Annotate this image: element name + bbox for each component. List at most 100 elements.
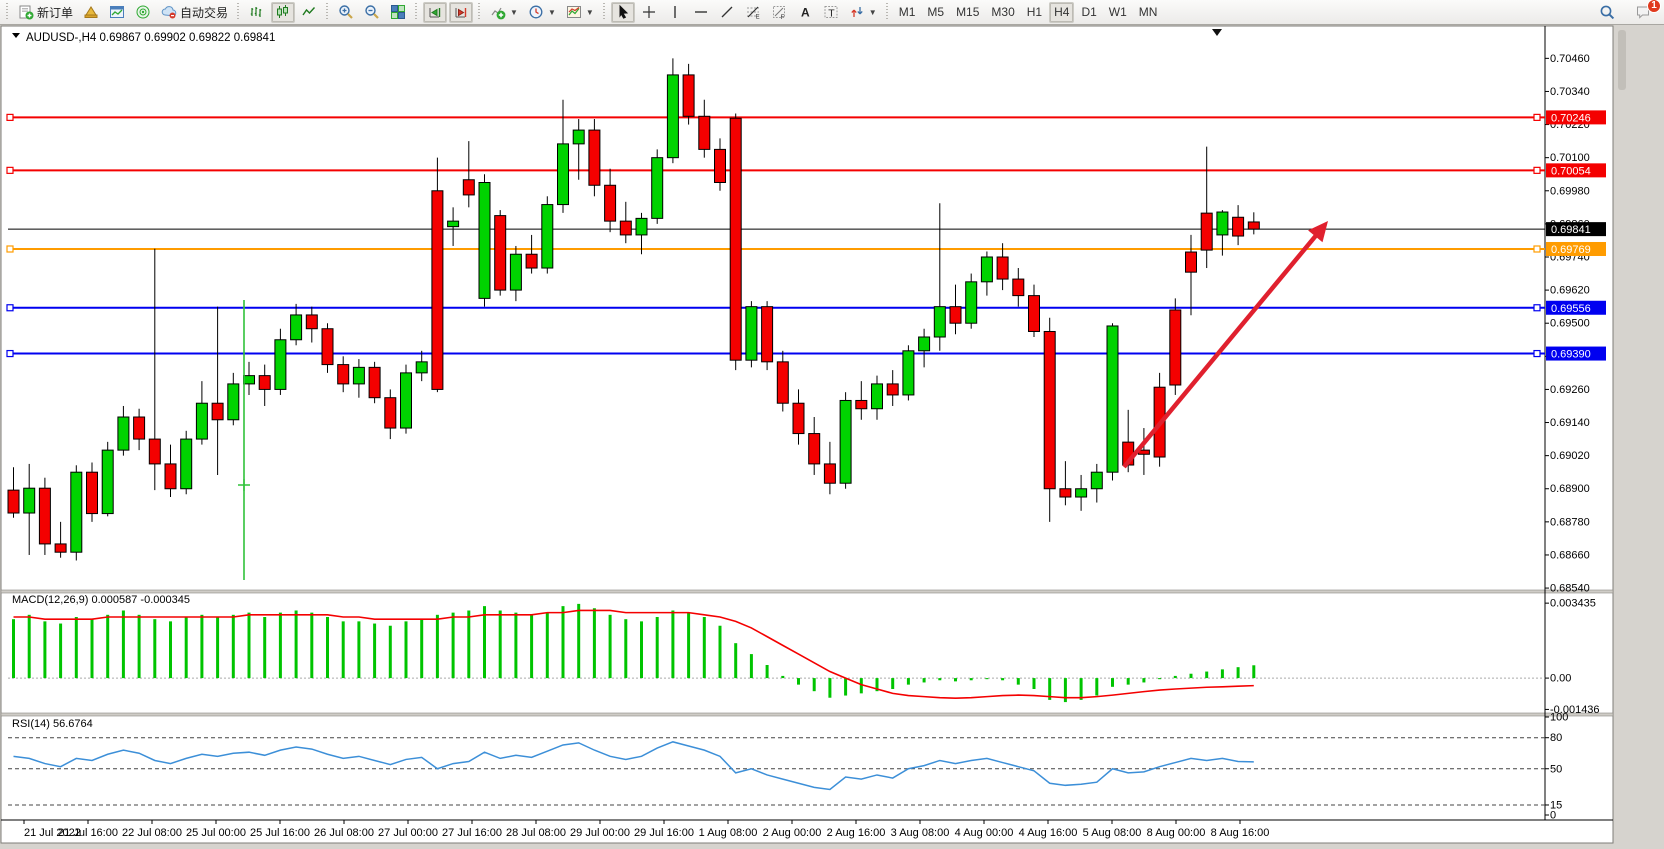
line-handle[interactable] [1533, 166, 1541, 174]
chevron-down-icon[interactable]: ▼ [547, 7, 556, 17]
fibo-channel-button[interactable]: F [767, 2, 791, 23]
label-button[interactable]: T [819, 2, 843, 23]
market-watch-button[interactable] [79, 2, 103, 23]
svg-text:0.70246: 0.70246 [1551, 112, 1591, 124]
chevron-down-icon[interactable]: ▼ [868, 7, 877, 17]
candle-28 [447, 207, 460, 246]
hline-button[interactable] [689, 2, 713, 23]
candle-76 [1200, 146, 1213, 269]
toolbar-group-grip[interactable] [600, 3, 608, 21]
svg-text:2 Aug 16:00: 2 Aug 16:00 [827, 827, 886, 839]
chart-window[interactable]: 0.704600.703400.702200.701000.699800.698… [0, 25, 1664, 844]
toolbar-group-grip[interactable] [883, 3, 891, 21]
tf-h4-button[interactable]: H4 [1049, 1, 1075, 23]
hline-0.69390[interactable]: 0.69390 [6, 346, 1606, 361]
trendline-button[interactable] [715, 2, 739, 23]
line-handle[interactable] [6, 304, 14, 312]
auto-scroll-button[interactable] [423, 1, 448, 23]
line-handle[interactable] [1533, 304, 1541, 312]
line-handle[interactable] [6, 166, 14, 174]
line-handle[interactable] [6, 245, 14, 253]
candle-9 [148, 248, 161, 491]
tf-m15-button[interactable]: M15 [951, 2, 984, 23]
tf-h1-button[interactable]: H1 [1022, 2, 1047, 23]
cursor-button[interactable] [610, 1, 635, 23]
notifications-button[interactable]: 1 [1631, 0, 1661, 23]
candle-16 [258, 364, 271, 406]
chart-client-area[interactable] [0, 25, 1614, 844]
bars-icon [249, 4, 265, 20]
bar-chart-button[interactable] [245, 2, 269, 23]
template-icon [566, 4, 582, 20]
tf-mn-button[interactable]: MN [1134, 2, 1163, 23]
scrollbar-thumb[interactable] [1618, 30, 1626, 90]
macd-pane-divider[interactable] [0, 589, 1614, 594]
line-handle[interactable] [1533, 349, 1541, 358]
tf-d1-button[interactable]: D1 [1076, 2, 1101, 23]
svg-text:8 Aug 16:00: 8 Aug 16:00 [1211, 827, 1270, 839]
new-order-button-label: 新订单 [37, 5, 74, 20]
chart-shift-button[interactable] [449, 1, 474, 23]
hline-0.70246[interactable]: 0.70246 [6, 110, 1606, 125]
arrow-objects-button[interactable]: ▼ [845, 2, 881, 23]
chevron-down-icon[interactable]: ▼ [510, 7, 518, 17]
candle-64 [1012, 268, 1025, 307]
crosshair-button[interactable] [637, 2, 661, 23]
candle-46 [729, 113, 742, 371]
hline-0.69769[interactable]: 0.69769 [6, 241, 1606, 256]
autotrading-button[interactable]: 自动交易 [157, 2, 232, 23]
zoom-out-button[interactable] [360, 2, 384, 23]
line-handle[interactable] [1533, 245, 1541, 253]
toolbar-group-grip[interactable] [476, 3, 484, 21]
zoom-in-button[interactable] [334, 2, 358, 23]
candle-57 [902, 345, 915, 401]
chart-canvas[interactable]: 0.704600.703400.702200.701000.699800.698… [0, 25, 1664, 844]
toolbar-group-3 [422, 0, 474, 25]
tf-m30-button[interactable]: M30 [986, 2, 1019, 23]
tf-w1-button[interactable]: W1 [1104, 2, 1132, 23]
candle-43 [682, 63, 695, 125]
svg-text:0.68900: 0.68900 [1550, 483, 1590, 495]
candle-41 [651, 149, 664, 224]
toolbar-group-grip[interactable] [324, 3, 332, 21]
vline-button[interactable] [663, 2, 687, 23]
chevron-down-icon[interactable]: ▼ [585, 7, 594, 17]
line-handle[interactable] [6, 349, 14, 358]
candle-61 [965, 273, 978, 329]
fibo-button[interactable]: E [741, 2, 765, 23]
search-button[interactable] [1595, 2, 1619, 23]
svg-text:21 Jul 2022: 21 Jul 2022 [24, 827, 81, 839]
toolbar-group-grip[interactable] [413, 3, 421, 21]
hline-0.70054[interactable]: 0.70054 [6, 163, 1606, 178]
svg-text:0.68660: 0.68660 [1550, 549, 1590, 561]
candle-63 [996, 243, 1009, 291]
symbol-dropdown-icon[interactable] [12, 33, 20, 38]
hline-0.69556[interactable]: 0.69556 [6, 300, 1606, 315]
tf-m15-button-label: M15 [956, 5, 980, 19]
tile-windows-button[interactable] [386, 2, 410, 23]
toolbar-group-grip[interactable] [235, 3, 243, 21]
hline-0.69841[interactable]: 0.69841 [8, 222, 1606, 237]
rsi-pane-divider[interactable] [0, 712, 1614, 717]
line-handle[interactable] [1533, 113, 1541, 121]
radar-icon [135, 4, 151, 20]
line-chart-button[interactable] [297, 2, 321, 23]
toolbar-group-grip[interactable] [4, 3, 11, 21]
navigator-button[interactable] [131, 2, 155, 23]
tf-m5-button[interactable]: M5 [922, 2, 949, 23]
trend-arrow[interactable] [1122, 221, 1328, 469]
charts-button[interactable] [105, 2, 129, 23]
line-handle[interactable] [6, 113, 14, 121]
vline-object-green[interactable] [238, 300, 250, 580]
tf-m1-button[interactable]: M1 [894, 2, 921, 23]
textA-icon: A [797, 4, 813, 20]
periods-button[interactable]: ▼ [524, 2, 560, 23]
svg-text:0.69769: 0.69769 [1551, 244, 1591, 256]
templates-button[interactable]: ▼ [562, 2, 598, 23]
chart-title[interactable]: AUDUSD-,H4 0.69867 0.69902 0.69822 0.698… [12, 32, 275, 44]
indicators-button[interactable]: ▼ [486, 2, 522, 23]
new-order-button[interactable]: 新订单 [14, 2, 77, 23]
candle-chart-button[interactable] [271, 1, 296, 23]
text-button[interactable]: A [793, 2, 817, 23]
